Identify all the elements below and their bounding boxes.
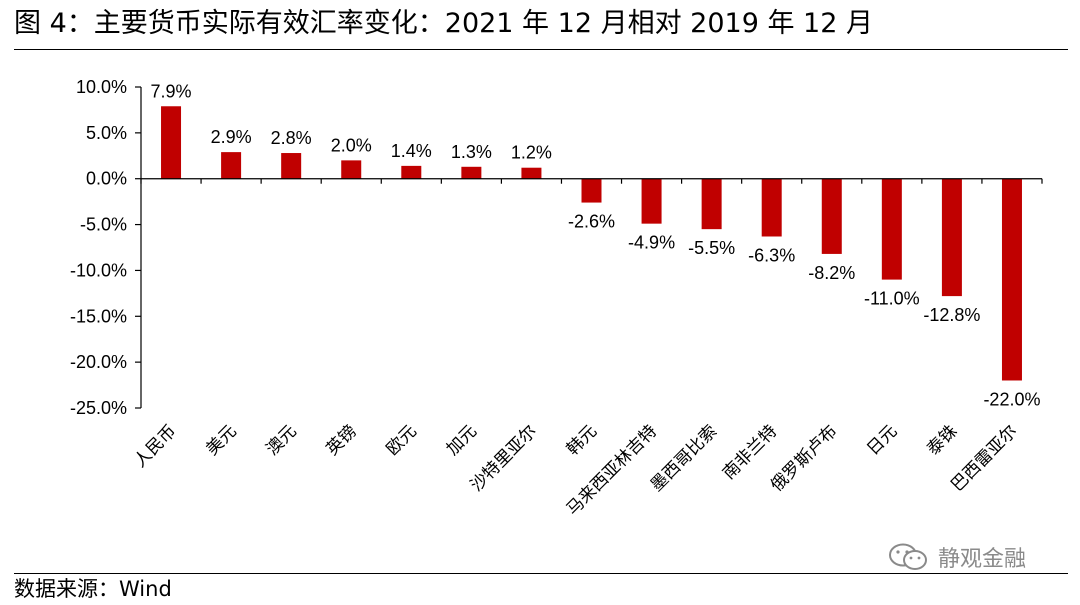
data-label: -8.2% xyxy=(808,263,855,283)
data-label: 1.4% xyxy=(391,141,432,161)
category-label: 日元 xyxy=(863,421,901,459)
y-tick-label: -20.0% xyxy=(70,352,127,372)
bar xyxy=(461,166,482,179)
category-label: 加元 xyxy=(443,421,481,459)
bar xyxy=(161,106,182,179)
category-label: 澳元 xyxy=(263,421,301,459)
bar xyxy=(941,178,962,297)
y-tick-label: -10.0% xyxy=(70,260,127,280)
data-label: 7.9% xyxy=(151,81,192,101)
y-tick-label: 10.0% xyxy=(76,77,127,97)
y-tick-label: -15.0% xyxy=(70,306,127,326)
watermark-text: 静观金融 xyxy=(938,547,1027,572)
bar xyxy=(401,165,422,179)
bar xyxy=(641,178,662,224)
data-label: -11.0% xyxy=(864,289,920,309)
bar xyxy=(881,178,902,280)
bar xyxy=(761,178,782,237)
category-label: 南非兰特 xyxy=(719,421,781,483)
data-label: -5.5% xyxy=(688,238,735,258)
bar xyxy=(341,160,362,179)
category-label: 韩元 xyxy=(563,421,601,459)
data-label: -2.6% xyxy=(568,212,615,232)
y-tick-label: -25.0% xyxy=(70,398,127,418)
watermark: 静观金融 xyxy=(888,540,1026,574)
data-label: 1.3% xyxy=(451,142,492,162)
data-label: -22.0% xyxy=(983,389,1040,409)
data-label: 2.9% xyxy=(211,127,252,147)
bar xyxy=(221,152,242,179)
bar xyxy=(521,167,542,179)
bottom-rule xyxy=(14,573,1068,574)
data-label: -12.8% xyxy=(923,305,980,325)
bar xyxy=(701,178,722,230)
bar xyxy=(821,178,842,254)
y-tick-label: 0.0% xyxy=(86,169,127,189)
data-label: -6.3% xyxy=(748,245,795,265)
category-label: 美元 xyxy=(202,421,240,459)
chart-title: 图 4：主要货币实际有效汇率变化：2021 年 12 月相对 2019 年 12… xyxy=(14,8,873,39)
wechat-icon xyxy=(888,542,930,572)
category-label: 泰铢 xyxy=(923,421,961,459)
bar xyxy=(1001,178,1022,381)
bar xyxy=(281,153,302,179)
bar-chart: 10.0% 5.0% 0.0% -5.0% -10.0% -15.0% -20.0% -25.… xyxy=(70,77,1043,520)
top-rule xyxy=(14,49,1068,50)
data-label: 2.0% xyxy=(331,135,372,155)
y-tick-label: -5.0% xyxy=(80,215,127,235)
data-label: -4.9% xyxy=(628,233,675,253)
data-label: 2.8% xyxy=(271,128,312,148)
data-label: 1.2% xyxy=(511,143,552,163)
category-label: 英镑 xyxy=(323,421,361,459)
category-label: 人民币 xyxy=(130,421,180,471)
source-note: 数据来源：Wind xyxy=(14,577,172,601)
bar xyxy=(581,178,602,203)
y-tick-label: 5.0% xyxy=(86,123,127,143)
category-label: 欧元 xyxy=(383,421,421,459)
